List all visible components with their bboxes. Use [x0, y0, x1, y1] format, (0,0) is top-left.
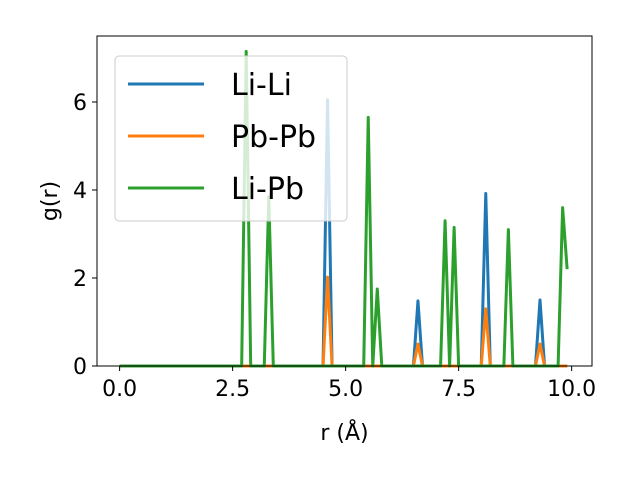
x-tick-label: 2.5 — [215, 377, 250, 402]
y-axis: 0 2 4 6 — [73, 91, 97, 380]
legend-label: Li-Li — [231, 68, 292, 103]
legend-label: Pb-Pb — [231, 120, 316, 155]
x-tick-label: 10.0 — [547, 377, 596, 402]
x-tick-label: 5.0 — [328, 377, 363, 402]
x-axis: 0.0 2.5 5.0 7.5 10.0 — [102, 366, 596, 402]
x-tick-label: 7.5 — [441, 377, 476, 402]
y-tick-label: 4 — [73, 179, 87, 204]
series-line-pb-pb — [119, 275, 568, 368]
legend: Li-Li Pb-Pb Li-Pb — [114, 55, 348, 222]
x-tick-label: 0.0 — [102, 377, 137, 402]
y-tick-label: 0 — [73, 355, 87, 380]
y-tick-label: 6 — [73, 91, 87, 116]
x-axis-label: r (Å) — [320, 419, 368, 446]
legend-label: Li-Pb — [231, 172, 304, 207]
legend-box — [114, 55, 348, 222]
plot-frame — [96, 35, 593, 367]
y-axis-label: g(r) — [38, 181, 63, 221]
y-tick-label: 2 — [73, 267, 87, 292]
